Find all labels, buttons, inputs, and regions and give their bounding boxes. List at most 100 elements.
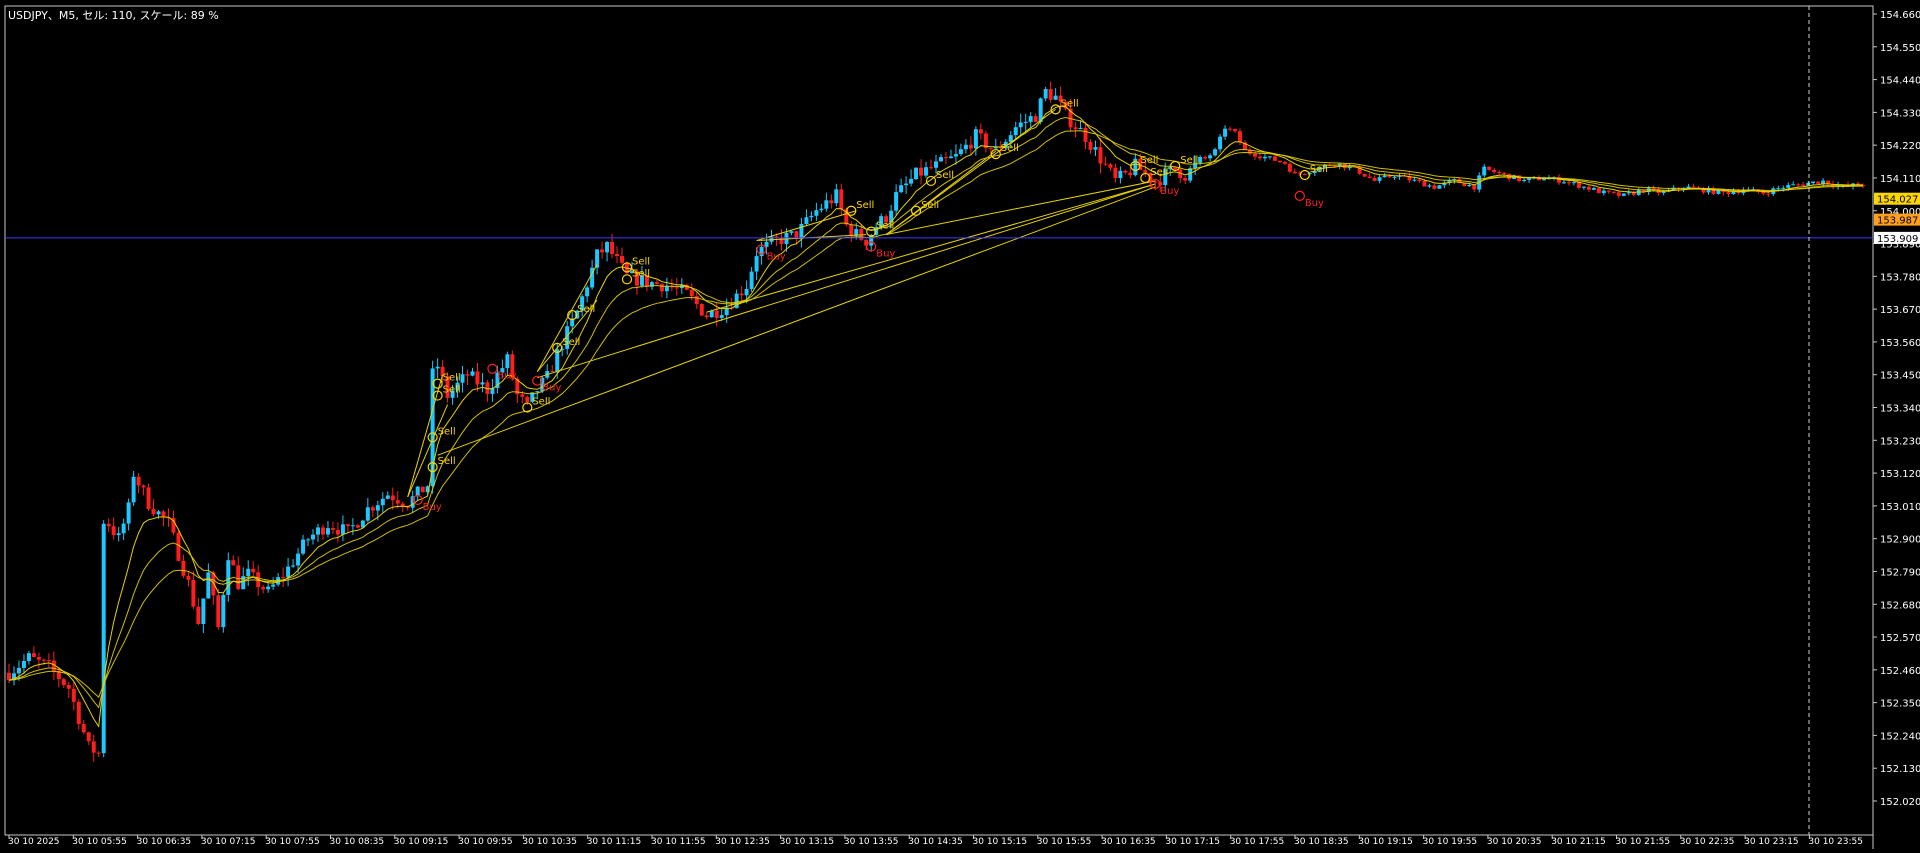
candle-body [465, 374, 470, 376]
candle-body [664, 285, 669, 292]
candle-body [1661, 191, 1666, 194]
candle-body [1412, 179, 1417, 181]
candle-body [241, 576, 246, 590]
candle-body [520, 394, 525, 397]
trend-line [537, 183, 1156, 379]
candle-body [659, 284, 664, 292]
candle-body [674, 287, 679, 289]
candle-body [31, 653, 36, 658]
candle-body [639, 275, 644, 286]
signal-label: Sell [1150, 167, 1168, 178]
candle-body [869, 234, 874, 246]
candle-body [605, 242, 610, 253]
signal-label: Sell [443, 373, 461, 384]
price-tick-label: 152.240 [1880, 731, 1920, 742]
candle-body [774, 236, 779, 238]
candle-body [390, 495, 395, 501]
candle-body [26, 653, 31, 662]
candle-body [505, 354, 510, 369]
candle-body [1332, 165, 1337, 167]
candle-body [555, 349, 560, 372]
candle-body [739, 293, 744, 296]
candle-body [281, 577, 286, 579]
trend-line [437, 186, 1156, 456]
candle-body [380, 498, 385, 506]
candle-body [1023, 121, 1028, 123]
candle-body [146, 487, 151, 510]
candle-body [355, 525, 360, 528]
candle-body [689, 289, 694, 297]
signal-marker [1140, 172, 1151, 184]
candle-body [1128, 172, 1133, 176]
candle-body [216, 595, 221, 628]
candle-body [1038, 98, 1043, 122]
candle-body [395, 500, 400, 504]
candle-body [1277, 160, 1282, 163]
candle-body [1203, 156, 1208, 159]
time-tick-label: 30 10 19:55 [1423, 837, 1478, 847]
candle-body [1297, 173, 1302, 175]
candle-body [91, 741, 96, 753]
price-tick-label: 154.660 [1880, 10, 1920, 21]
candle-body [889, 210, 894, 223]
candle-body [1233, 129, 1238, 132]
plot-frame [4, 5, 1874, 836]
signal-marker [427, 432, 438, 443]
candle-body [400, 503, 405, 507]
candle-body [291, 565, 296, 567]
candle-body [1467, 184, 1472, 187]
time-tick-label: 30 10 09:15 [394, 837, 449, 847]
candle-body [1806, 183, 1811, 186]
candle-body [1362, 173, 1367, 177]
candle-body [1716, 189, 1721, 194]
candle-body [1542, 179, 1547, 181]
time-tick-label: 30 10 2025 [8, 837, 60, 847]
candle-body [924, 167, 929, 176]
candle-body [1073, 127, 1078, 130]
candle-body [1556, 177, 1561, 183]
candle-body [919, 167, 924, 176]
candle-body [1188, 168, 1193, 181]
signal-label: Sell [1061, 98, 1079, 109]
time-tick-label: 30 10 23:15 [1744, 837, 1799, 847]
candle-body [36, 657, 41, 660]
horizontal-line-price-label: 153.909 [1877, 234, 1918, 245]
signal-label: Sell [1001, 143, 1019, 154]
candle-body [1153, 181, 1158, 183]
time-tick-label: 30 10 21:15 [1551, 837, 1606, 847]
candle-body [151, 509, 156, 515]
signal-label: Sell [1180, 155, 1198, 166]
candle-body [425, 486, 430, 493]
candle-body [345, 524, 350, 526]
candle-body [978, 129, 983, 134]
candle-body [764, 241, 769, 247]
candle-body [993, 146, 998, 149]
candle-body [420, 486, 425, 493]
candle-body [1193, 162, 1198, 169]
candle-body [1322, 164, 1327, 168]
candle-body [171, 518, 176, 533]
candle-body [1397, 175, 1402, 177]
candle-body [754, 256, 759, 272]
candle-body [1786, 185, 1791, 188]
candle-body [455, 382, 460, 391]
signal-marker [866, 241, 877, 252]
candle-body [330, 528, 335, 530]
candle-body [1432, 185, 1437, 189]
candle-body [86, 732, 91, 742]
candle-body [938, 157, 943, 162]
candle-body [1392, 176, 1397, 178]
candle-body [1407, 176, 1412, 181]
signal-label: Sell [1140, 155, 1158, 166]
candle-body [1791, 184, 1796, 186]
candle-body [1377, 177, 1382, 181]
signal-marker [1170, 160, 1181, 172]
time-tick-label: 30 10 09:55 [458, 837, 513, 847]
candle-body [1611, 191, 1616, 193]
signal-marker [910, 205, 922, 216]
signal-marker [1150, 178, 1161, 190]
candle-body [1472, 184, 1477, 190]
candle-body [1517, 175, 1522, 181]
